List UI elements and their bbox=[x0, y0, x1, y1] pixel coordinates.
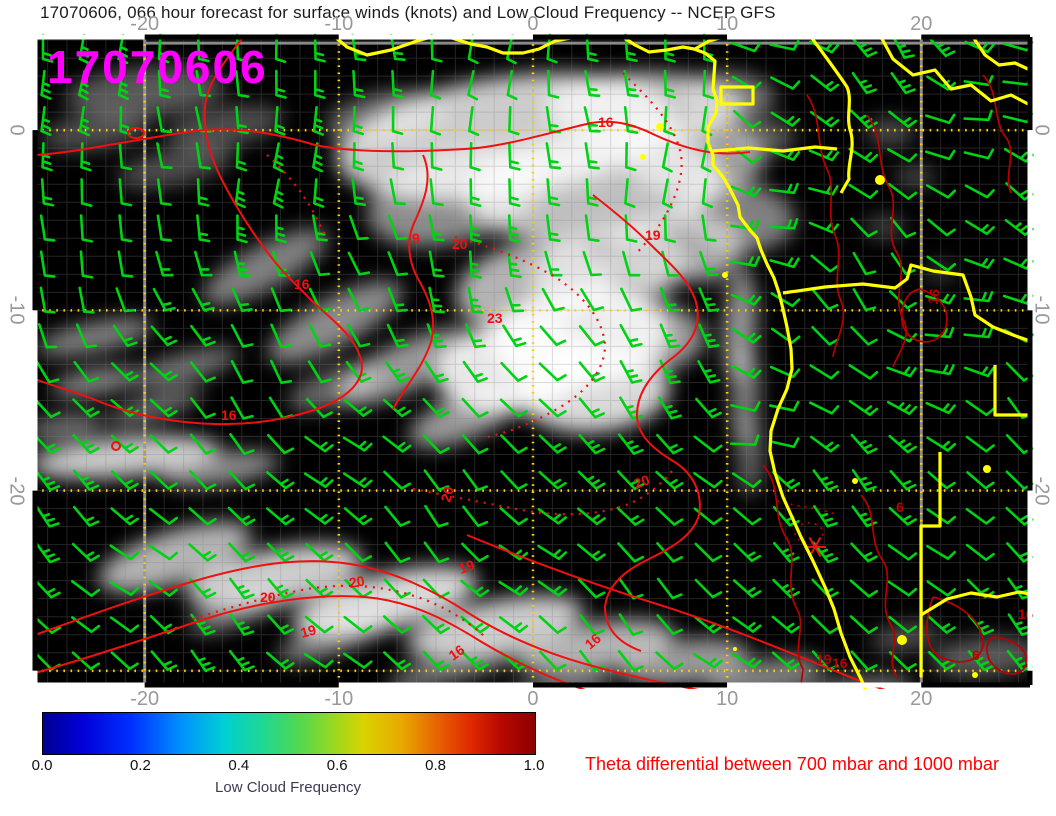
contour-label: 20 bbox=[632, 471, 652, 491]
contour-label: 19 bbox=[816, 651, 832, 667]
lon-tick-label: -10 bbox=[324, 688, 354, 710]
contour-label: 19 bbox=[645, 227, 661, 243]
contour-label: 6 bbox=[972, 647, 980, 663]
lon-tick-label: 0 bbox=[527, 688, 539, 710]
map-frame bbox=[32, 34, 1033, 688]
lat-tick-label: 0 bbox=[5, 124, 28, 136]
map-canvas: 16 9 20 23 19 16 16 20 20 19 19 16 16 20 20 16 6 19 16 6 16 bbox=[31, 33, 1034, 689]
colorbar-tick-label: 0.6 bbox=[326, 757, 348, 774]
colorbar-tick-label: 1.0 bbox=[523, 757, 545, 774]
colorbar-tick-label: 0.8 bbox=[425, 757, 447, 774]
red-markers bbox=[111, 127, 826, 558]
contour-label: 20 bbox=[348, 572, 366, 590]
contour-field-annotation: Theta differential between 700 mbar and … bbox=[585, 754, 999, 774]
contour-label: 16 bbox=[832, 655, 848, 671]
lon-tick-label: 0 bbox=[527, 13, 539, 35]
contour-label: 20 bbox=[437, 484, 457, 503]
lat-tick-label: -20 bbox=[5, 476, 28, 506]
page-title: 17070606, 066 hour forecast for surface … bbox=[40, 3, 776, 22]
contour-label: 9 bbox=[412, 230, 420, 246]
lon-tick-label: 10 bbox=[716, 13, 739, 35]
colorbar-tick-label: 0.0 bbox=[31, 757, 53, 774]
lon-tick-label: -20 bbox=[130, 13, 160, 35]
colorbar-tick-labels: 0.0 0.2 0.4 0.6 0.8 1.0 bbox=[32, 757, 545, 777]
coastline-borders bbox=[333, 35, 1031, 689]
contour-label: 16 bbox=[924, 287, 942, 305]
lon-tick-label: 10 bbox=[716, 688, 739, 710]
contour-label: 20 bbox=[452, 236, 468, 252]
contour-label: 16 bbox=[598, 114, 614, 130]
lat-tick-label: -10 bbox=[5, 295, 28, 325]
theta-diff-contours bbox=[34, 36, 1028, 689]
colorbar-tick-label: 0.2 bbox=[129, 757, 151, 774]
init-time-overlay: 17070606 bbox=[47, 41, 268, 93]
colorbar-gradient bbox=[42, 712, 536, 755]
contour-label: 16 bbox=[294, 276, 310, 292]
colorbar-title: Low Cloud Frequency bbox=[215, 779, 361, 796]
lon-tick-label: -10 bbox=[324, 13, 354, 35]
colorbar-legend: 0.0 0.2 0.4 0.6 0.8 1.0 Low Cloud Frequency bbox=[32, 712, 545, 796]
lon-tick-label: 20 bbox=[910, 688, 933, 710]
lon-tick-label: -20 bbox=[130, 688, 160, 710]
lon-tick-label: 20 bbox=[910, 13, 933, 35]
contour-label: 20 bbox=[260, 589, 276, 605]
contour-label: 23 bbox=[487, 310, 503, 326]
contour-label: 6 bbox=[896, 499, 904, 515]
contour-label: 19 bbox=[299, 621, 318, 641]
contour-label: 16 bbox=[221, 407, 237, 423]
contour-label: 19 bbox=[457, 556, 477, 576]
colorbar-tick-label: 0.4 bbox=[228, 757, 250, 774]
surface-wind-barbs bbox=[32, 33, 1034, 672]
